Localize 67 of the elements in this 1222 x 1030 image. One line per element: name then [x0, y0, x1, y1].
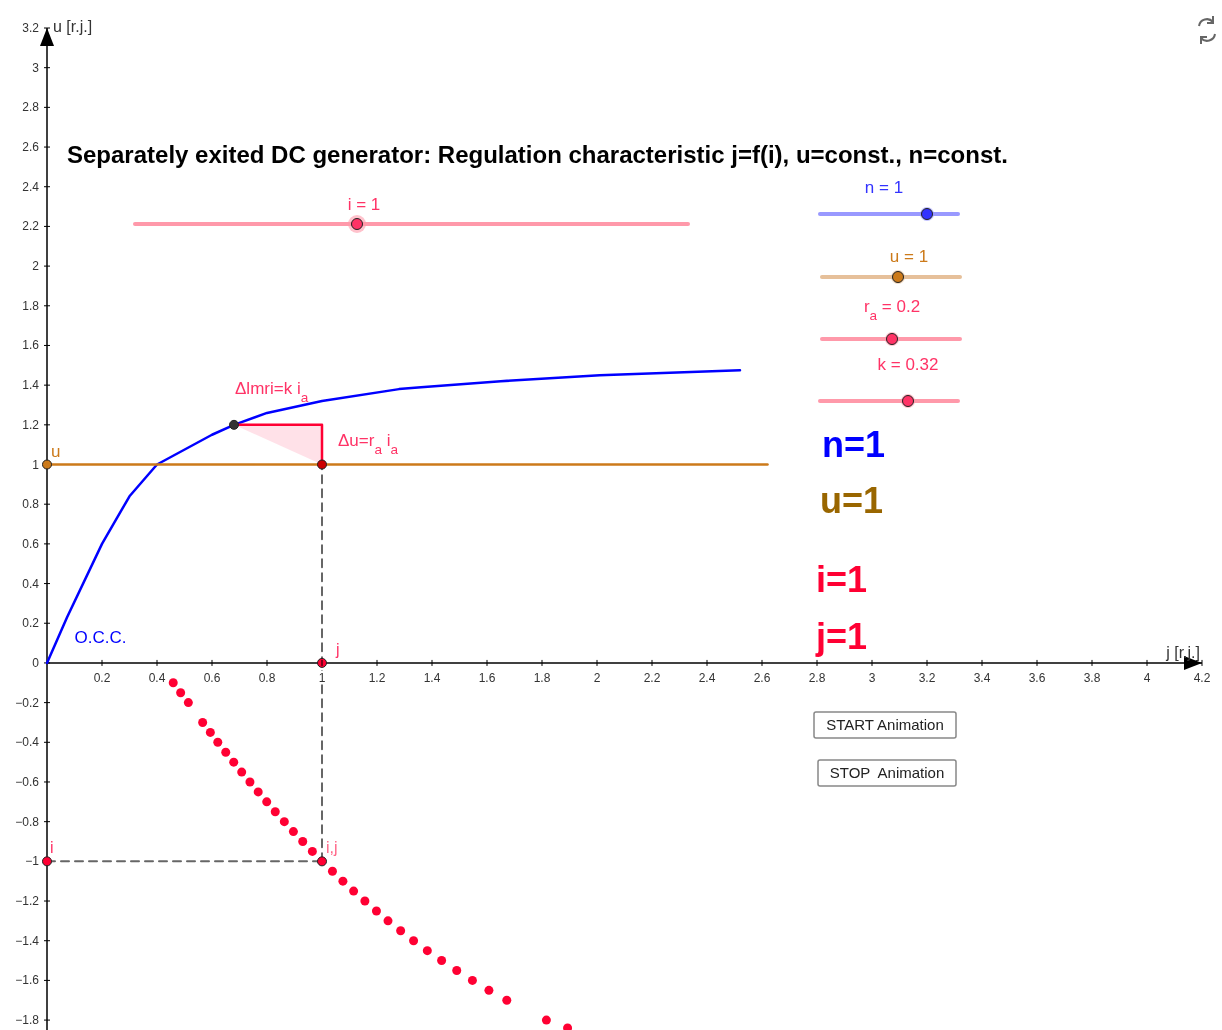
y-tick-label: 2.6	[22, 140, 40, 155]
y-tick-label: 1.4	[22, 378, 40, 393]
text: Separately exited DC generator: Regulation characteristic j=f(i), u=const., n=const.	[67, 141, 1008, 168]
y-tick-label: 1.6	[22, 338, 40, 353]
x-tick-label: 0.8	[258, 670, 276, 685]
x-tick-label: 0.6	[203, 670, 221, 685]
y-tick-label: −1.2	[15, 894, 40, 909]
y-tick-label: 3.2	[22, 21, 40, 35]
annotation: i	[50, 839, 54, 856]
annotation: r$_{a}$ = 0.2	[863, 297, 921, 323]
annotation: u=1	[820, 480, 884, 521]
x-tick-label: 1.4	[423, 670, 441, 685]
x-tick-label: 2.4	[698, 670, 716, 685]
y-tick-label: −1	[25, 854, 40, 869]
x-tick-label: 4	[1143, 670, 1151, 685]
series-label: u	[51, 441, 61, 461]
x-tick-label: 3	[868, 670, 876, 685]
x-tick-label: 2.8	[808, 670, 826, 685]
y-tick-label: 1.8	[22, 298, 40, 313]
series-label: O.C.C.	[74, 628, 127, 648]
y-tick-label: 0.2	[22, 616, 40, 631]
x-tick-label: 1.6	[478, 670, 496, 685]
annotation: START Animation	[826, 716, 944, 733]
annotation: n = 1	[864, 178, 904, 197]
y-axis-title: u [r.j.]	[53, 18, 93, 35]
annotation: u = 1	[889, 247, 929, 266]
x-tick-label: 2.2	[643, 670, 661, 685]
annotation: j	[335, 641, 340, 658]
x-tick-label: 3.2	[918, 670, 936, 685]
y-tick-label: 1.2	[22, 417, 40, 432]
x-tick-label: 2.6	[753, 670, 771, 685]
y-tick-label: 0	[32, 655, 40, 670]
y-tick-label: 3	[32, 60, 40, 75]
y-tick-label: 2.8	[22, 100, 40, 115]
x-tick-label: 1.8	[533, 670, 551, 685]
y-tick-label: 2.4	[22, 179, 40, 194]
annotation: n=1	[822, 424, 886, 465]
y-tick-label: −0.4	[15, 735, 40, 750]
y-tick-label: 2	[32, 259, 40, 274]
annotation: Δu=r$_{a}$ i$_{a}$	[338, 431, 399, 457]
annotation: i = 1	[347, 195, 381, 214]
y-tick-label: −1.8	[15, 1013, 40, 1028]
x-tick-label: 3.4	[973, 670, 991, 685]
x-tick-label: 2	[593, 670, 601, 685]
y-tick-label: 2.2	[22, 219, 40, 234]
x-tick-label: 1.2	[368, 670, 386, 685]
y-tick-label: 0.8	[22, 497, 40, 512]
x-tick-label: 0.4	[148, 670, 166, 685]
y-tick-label: −1.4	[15, 933, 40, 948]
y-tick-label: 0.6	[22, 536, 40, 551]
annotation: i,j	[326, 839, 338, 856]
annotation: i=1	[816, 559, 868, 600]
x-axis-title: j [r.j.]	[1165, 643, 1200, 661]
y-tick-label: 1	[32, 457, 40, 472]
annotation: Δlmri=k i$_{a}$	[235, 379, 309, 405]
x-tick-label: 0.2	[93, 670, 111, 685]
y-tick-label: −0.2	[15, 695, 40, 710]
x-tick-label: 3.6	[1028, 670, 1046, 685]
y-tick-label: 0.4	[22, 576, 40, 591]
y-tick-label: −0.8	[15, 814, 40, 829]
annotation: k = 0.32	[877, 355, 939, 374]
y-tick-label: −1.6	[15, 973, 40, 988]
x-tick-label: 4.2	[1193, 670, 1211, 685]
x-tick-label: 3.8	[1083, 670, 1101, 685]
annotation: STOP Animation	[829, 764, 945, 781]
y-tick-label: −0.6	[15, 774, 40, 789]
annotation: j=1	[815, 616, 868, 657]
